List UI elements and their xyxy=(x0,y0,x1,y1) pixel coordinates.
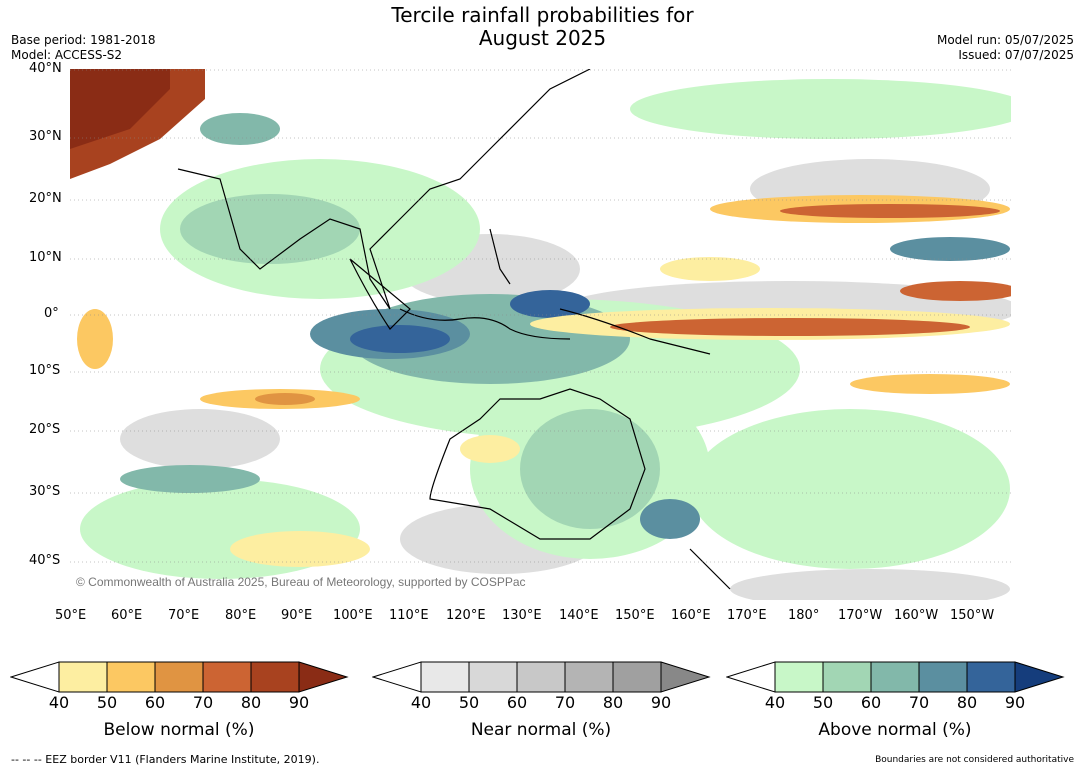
colorbar-label-near: Near normal (%) xyxy=(470,720,612,740)
colorbar-label-above: Above normal (%) xyxy=(818,720,972,740)
map-title: Tercile rainfall probabilities for Augus… xyxy=(0,4,1085,50)
colorbar-high-end xyxy=(298,661,349,693)
colorbar-tick: 90 xyxy=(288,693,310,712)
lat-label: 40°S xyxy=(29,553,61,568)
lon-label: 160°W xyxy=(894,608,939,623)
colorbar-tick: 90 xyxy=(1004,693,1026,712)
colorbar-near-normal xyxy=(372,661,711,693)
base-period: Base period: 1981-2018 xyxy=(11,33,156,47)
lon-label: 180° xyxy=(788,608,820,623)
colorbar-low-end xyxy=(726,661,776,693)
model-name: Model: ACCESS-S2 xyxy=(11,48,123,62)
colorbar-tick: 80 xyxy=(240,693,262,712)
lon-label: 140°E xyxy=(559,608,599,623)
lat-label: 20°N xyxy=(29,191,62,206)
colorbar-tick: 40 xyxy=(764,693,786,712)
model-run-date: Model run: 05/07/2025 xyxy=(936,33,1074,47)
colorbar-segment xyxy=(420,661,470,693)
colorbar-tick: 70 xyxy=(554,693,576,712)
title-line-1: Tercile rainfall probabilities for xyxy=(391,3,694,27)
colorbar-segment xyxy=(918,661,968,693)
run-info: Model run: 05/07/2025 Issued: 07/07/2025 xyxy=(937,33,1074,63)
lon-label: 50°E xyxy=(55,608,87,623)
lon-label: 110°E xyxy=(389,608,429,623)
lat-label: 10°S xyxy=(29,363,61,378)
colorbar-segment xyxy=(106,661,156,693)
colorbar-segment xyxy=(516,661,566,693)
colorbar-above-normal xyxy=(726,661,1065,693)
colorbar-tick: 80 xyxy=(602,693,624,712)
lon-label: 60°E xyxy=(111,608,143,623)
colorbar-segment xyxy=(822,661,872,693)
colorbar-segment xyxy=(202,661,252,693)
lat-label: 40°N xyxy=(29,61,62,76)
colorbar-tick: 70 xyxy=(908,693,930,712)
lat-label: 30°N xyxy=(29,129,62,144)
lon-label: 90°E xyxy=(281,608,313,623)
lat-label: 20°S xyxy=(29,422,61,437)
colorbar-tick: 40 xyxy=(48,693,70,712)
lon-label: 80°E xyxy=(225,608,257,623)
copyright-notice: © Commonwealth of Australia 2025, Bureau… xyxy=(76,575,526,589)
lon-label: 170°W xyxy=(838,608,883,623)
below-normal-regions xyxy=(70,69,1011,567)
colorbar-segment xyxy=(966,661,1016,693)
colorbar-tick: 40 xyxy=(410,693,432,712)
lat-label: 0° xyxy=(44,306,59,321)
lon-label: 150°W xyxy=(950,608,995,623)
colorbar-tick: 70 xyxy=(192,693,214,712)
colorbar-tick: 60 xyxy=(860,693,882,712)
colorbar-segment xyxy=(154,661,204,693)
colorbar-tick: 50 xyxy=(812,693,834,712)
colorbar-high-end xyxy=(1014,661,1065,693)
colorbar-segment xyxy=(870,661,920,693)
colorbar-low-end xyxy=(10,661,60,693)
map-canvas: © Commonwealth of Australia 2025, Bureau… xyxy=(70,69,1011,600)
lon-label: 170°E xyxy=(727,608,767,623)
colorbar-segment xyxy=(58,661,108,693)
colorbar-tick: 50 xyxy=(458,693,480,712)
colorbar-segment xyxy=(250,661,300,693)
model-info: Base period: 1981-2018 Model: ACCESS-S2 xyxy=(11,33,156,63)
rainfall-map[interactable]: © Commonwealth of Australia 2025, Bureau… xyxy=(70,69,1011,600)
colorbar-low-end xyxy=(372,661,422,693)
colorbar-segment xyxy=(774,661,824,693)
colorbar-label-below: Below normal (%) xyxy=(103,720,255,740)
lon-label: 120°E xyxy=(446,608,486,623)
colorbar-segment xyxy=(468,661,518,693)
colorbar-below-normal xyxy=(10,661,349,693)
lat-label: 30°S xyxy=(29,484,61,499)
lon-label: 130°E xyxy=(502,608,542,623)
title-line-2: August 2025 xyxy=(478,26,607,50)
colorbar-segment xyxy=(564,661,614,693)
colorbar-segment xyxy=(612,661,662,693)
lat-label: 10°N xyxy=(29,250,62,265)
colorbar-high-end xyxy=(660,661,711,693)
graticule xyxy=(70,69,1011,563)
issued-date: Issued: 07/07/2025 xyxy=(958,48,1074,62)
lon-label: 100°E xyxy=(333,608,373,623)
colorbar-tick: 60 xyxy=(144,693,166,712)
colorbar-tick: 90 xyxy=(650,693,672,712)
lon-label: 160°E xyxy=(671,608,711,623)
colorbar-tick: 80 xyxy=(956,693,978,712)
boundary-disclaimer: Boundaries are not considered authoritat… xyxy=(875,755,1074,765)
lon-label: 150°E xyxy=(615,608,655,623)
lon-label: 70°E xyxy=(168,608,200,623)
colorbar-tick: 60 xyxy=(506,693,528,712)
eez-border-note: -- -- -- EEZ border V11 (Flanders Marine… xyxy=(11,753,320,766)
colorbar-tick: 50 xyxy=(96,693,118,712)
